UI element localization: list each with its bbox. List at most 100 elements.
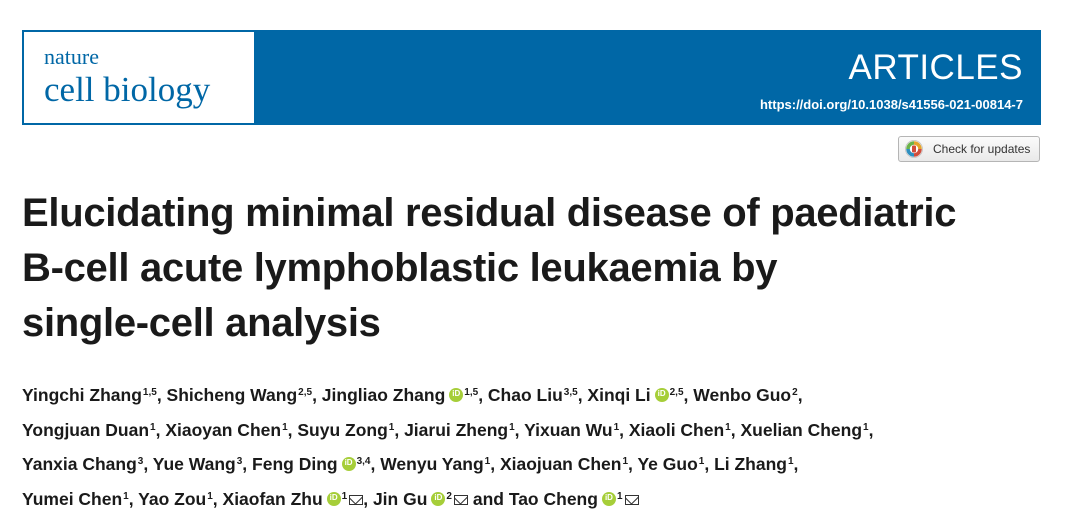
email-icon[interactable] xyxy=(349,494,364,505)
author-separator: , xyxy=(704,454,715,474)
author-separator: , xyxy=(143,454,153,474)
author-name[interactable]: Wenyu Yang1 xyxy=(380,454,490,474)
affiliation-superscript[interactable]: 1 xyxy=(150,421,156,433)
affiliation-superscript[interactable]: 1 xyxy=(282,421,288,433)
affiliation-superscript[interactable]: 1 xyxy=(341,490,348,502)
affiliation-superscript[interactable]: 3,4 xyxy=(356,456,371,467)
affiliation-superscript[interactable]: 2,5 xyxy=(669,387,684,398)
author-name[interactable]: Yumei Chen1 xyxy=(22,489,129,509)
author-name[interactable]: Ye Guo1 xyxy=(637,454,704,474)
author-separator: , xyxy=(363,488,373,509)
author-name[interactable]: Yue Wang3 xyxy=(153,454,243,474)
section-label: ARTICLES xyxy=(848,48,1023,87)
affiliation-superscript[interactable]: 1 xyxy=(787,456,794,467)
journal-logo-line1: nature xyxy=(44,44,99,69)
affiliation-superscript[interactable]: 1 xyxy=(698,456,705,467)
affiliation-superscript[interactable]: 1,5 xyxy=(142,387,157,398)
author-name-text: Tao Cheng xyxy=(508,488,598,509)
author-name[interactable]: Yixuan Wu1 xyxy=(524,420,619,440)
author-name[interactable]: Yongjuan Duan1 xyxy=(22,420,156,440)
affiliation-superscript[interactable]: 1 xyxy=(616,490,623,502)
author-name[interactable]: Li Zhang1 xyxy=(714,454,793,474)
affiliation-superscript[interactable]: 3 xyxy=(236,456,243,467)
affiliation-superscript[interactable]: 3,5 xyxy=(563,387,578,398)
author-name[interactable]: Xinqi Li 2,5 xyxy=(587,385,683,405)
orcid-icon[interactable] xyxy=(326,491,341,506)
affiliation-superscript[interactable]: 2 xyxy=(446,490,452,502)
author-name[interactable]: Xuelian Cheng1 xyxy=(740,420,868,440)
author-separator: , xyxy=(797,385,803,405)
author-name[interactable]: Yanxia Chang3 xyxy=(22,454,143,474)
author-name[interactable]: Xiaoyan Chen1 xyxy=(165,420,287,440)
author-name[interactable]: Xiaojuan Chen1 xyxy=(500,454,628,474)
orcid-icon[interactable] xyxy=(449,388,464,402)
journal-logo[interactable]: nature cell biology xyxy=(22,30,256,125)
author-name-text: Yixuan Wu xyxy=(524,419,613,440)
title-line: Elucidating minimal residual disease of … xyxy=(22,191,957,235)
journal-logo-line2: cell biology xyxy=(44,70,211,109)
author-name-text: Li Zhang xyxy=(714,454,787,474)
email-icon[interactable] xyxy=(624,494,639,505)
author-name-text: Feng Ding xyxy=(252,454,338,474)
affiliation-superscript[interactable]: 3 xyxy=(137,456,144,467)
author-name[interactable]: Jin Gu 2 xyxy=(373,489,468,509)
author-line: Yanxia Chang3, Yue Wang3, Feng Ding3,4, … xyxy=(22,446,1062,481)
author-name[interactable]: Jiarui Zheng1 xyxy=(404,420,515,440)
author-name[interactable]: Chao Liu3,5 xyxy=(488,385,578,405)
author-separator: , xyxy=(577,385,588,405)
orcid-icon[interactable] xyxy=(654,388,669,402)
author-name-text: Ye Guo xyxy=(637,454,698,474)
author-name[interactable]: Jingliao Zhang 1,5 xyxy=(322,385,478,405)
author-separator: , xyxy=(212,488,223,509)
author-name-text: Yao Zou xyxy=(138,488,207,509)
affiliation-superscript[interactable]: 1 xyxy=(123,490,129,502)
author-name-text: Yumei Chen xyxy=(22,488,123,509)
author-name[interactable]: Tao Cheng 1 xyxy=(509,489,639,509)
journal-header: nature cell biology ARTICLES https://doi… xyxy=(22,30,1041,125)
affiliation-superscript[interactable]: 2 xyxy=(792,387,798,398)
affiliation-superscript[interactable]: 1 xyxy=(863,421,869,433)
author-name[interactable]: Xiaofan Zhu 1 xyxy=(223,489,364,509)
author-name[interactable]: Xiaoli Chen1 xyxy=(629,420,731,440)
author-name[interactable]: Feng Ding 3,4 xyxy=(252,454,370,474)
orcid-icon[interactable] xyxy=(341,457,356,471)
author-line: Yingchi Zhang1,5, Shicheng Wang2,5, Jing… xyxy=(22,377,1062,412)
affiliation-superscript[interactable]: 2,5 xyxy=(298,387,313,398)
affiliation-superscript[interactable]: 1 xyxy=(484,456,491,467)
author-line: Yongjuan Duan1, Xiaoyan Chen1, Suyu Zong… xyxy=(22,412,1062,447)
affiliation-superscript[interactable]: 1,5 xyxy=(464,387,479,398)
author-separator: and xyxy=(467,488,509,509)
author-separator: , xyxy=(394,419,405,440)
author-name[interactable]: Yingchi Zhang1,5 xyxy=(22,385,157,405)
email-icon[interactable] xyxy=(453,494,468,505)
orcid-icon[interactable] xyxy=(431,491,446,506)
author-name[interactable]: Wenbo Guo2 xyxy=(693,385,797,405)
author-name-text: Xiaoyan Chen xyxy=(165,419,282,440)
affiliation-superscript[interactable]: 1 xyxy=(509,421,515,433)
author-list: Yingchi Zhang1,5, Shicheng Wang2,5, Jing… xyxy=(22,377,1062,515)
affiliation-superscript[interactable]: 1 xyxy=(388,421,395,433)
doi-link[interactable]: https://doi.org/10.1038/s41556-021-00814… xyxy=(759,97,1023,112)
author-separator: , xyxy=(312,385,322,405)
author-name-text: Suyu Zong xyxy=(297,419,388,440)
author-name-text: Xuelian Cheng xyxy=(740,419,863,440)
affiliation-superscript[interactable]: 1 xyxy=(207,490,213,502)
author-separator: , xyxy=(155,419,166,440)
orcid-icon[interactable] xyxy=(601,491,616,506)
author-name[interactable]: Yao Zou1 xyxy=(138,489,213,509)
author-name-text: Jingliao Zhang xyxy=(321,385,446,405)
title-line: single-cell analysis xyxy=(22,301,381,345)
author-separator: , xyxy=(619,419,629,440)
author-name[interactable]: Suyu Zong1 xyxy=(297,420,394,440)
author-separator: , xyxy=(730,419,741,440)
affiliation-superscript[interactable]: 1 xyxy=(622,456,629,467)
author-name-text: Xiaojuan Chen xyxy=(499,454,622,474)
author-name-text: Jin Gu xyxy=(372,488,428,509)
check-for-updates-button[interactable]: Check for updates xyxy=(898,136,1040,162)
author-separator: , xyxy=(287,419,298,440)
author-line: Yumei Chen1, Yao Zou1, Xiaofan Zhu1, Jin… xyxy=(22,481,1062,516)
author-name[interactable]: Shicheng Wang2,5 xyxy=(167,385,313,405)
author-name-text: Xinqi Li xyxy=(587,385,651,405)
affiliation-superscript[interactable]: 1 xyxy=(613,421,620,433)
affiliation-superscript[interactable]: 1 xyxy=(725,421,731,433)
